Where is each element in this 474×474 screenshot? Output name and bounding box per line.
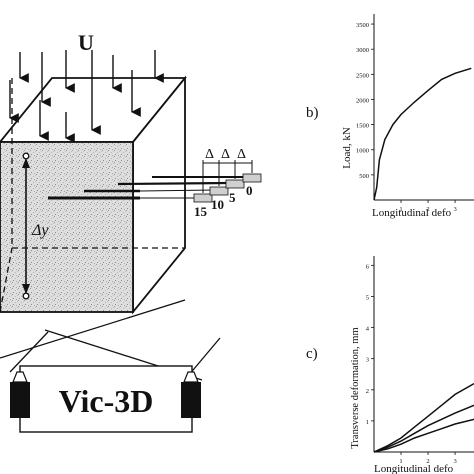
chart-transverse-vs-longitudinal: c) Transverse deformation, mm Longitudin… — [306, 256, 474, 474]
delta-label-3: Δ — [237, 147, 246, 162]
series-line-2 — [373, 404, 474, 453]
spacing-brackets — [202, 160, 253, 193]
chart-b-xlabel: Longitudinal defo — [372, 207, 452, 219]
marker-label-15: 15 — [194, 204, 208, 219]
y-tick-label: 1000 — [356, 148, 369, 155]
marker-label-0: 0 — [246, 183, 253, 198]
y-tick-label: 2500 — [356, 72, 369, 79]
left-camera — [10, 382, 30, 418]
y-tick-label: 1500 — [356, 123, 369, 130]
specimen-diagram: U Δy Δ Δ Δ 15 1 — [0, 30, 262, 433]
bottom-gauge-point — [22, 292, 30, 300]
right-camera — [181, 382, 201, 418]
marker-block-15 — [193, 193, 213, 203]
y-tick-label: 2 — [366, 388, 369, 395]
x-tick-label: 1 — [399, 206, 402, 213]
right-camera-lens — [183, 371, 199, 383]
panel-label-c: c) — [306, 346, 318, 362]
y-tick-label: 3000 — [356, 47, 369, 54]
y-tick-label: 4 — [366, 326, 370, 333]
x-tick-label: 2 — [426, 458, 429, 465]
load-label: U — [78, 30, 94, 55]
top-gauge-point — [22, 152, 30, 160]
y-tick-label: 5 — [366, 294, 369, 301]
marker-block-0 — [242, 173, 262, 183]
series-line-1 — [373, 67, 472, 201]
y-tick-label: 6 — [366, 263, 370, 270]
x-tick-label: 3 — [453, 206, 456, 213]
hidden-edge-diagonal — [0, 247, 13, 313]
chart-b-ylabel: Load, kN — [341, 127, 353, 169]
series-line-3 — [373, 418, 474, 453]
chart-c-ylabel: Transverse deformation, mm — [350, 327, 361, 448]
transverse-gauges — [48, 176, 248, 200]
y-tick-label: 2000 — [356, 97, 369, 104]
dy-label: Δy — [31, 222, 49, 239]
y-tick-label: 1 — [366, 419, 369, 426]
load-arrows — [9, 50, 164, 143]
chart-load-vs-longitudinal: b) Load, kN Longitudinal defo 500 1000 150… — [306, 14, 474, 219]
x-tick-label: 3 — [453, 458, 456, 465]
y-tick-label: 500 — [359, 173, 369, 180]
y-tick-label: 3500 — [356, 22, 369, 29]
left-camera-lens — [12, 371, 28, 383]
marker-block-10 — [209, 186, 229, 196]
marker-block-5 — [225, 179, 245, 189]
software-label: Vic-3D — [59, 383, 154, 419]
x-tick-label: 2 — [426, 206, 429, 213]
delta-label-2: Δ — [221, 147, 230, 162]
speckle-pattern-face — [0, 141, 134, 313]
x-tick-label: 1 — [399, 458, 402, 465]
series-line-1 — [373, 382, 474, 453]
chart-c-xlabel: Longitudinal defo — [374, 463, 454, 474]
panel-label-b: b) — [306, 105, 319, 121]
y-tick-label: 3 — [366, 357, 369, 364]
marker-label-5: 5 — [229, 190, 236, 205]
delta-label-1: Δ — [205, 147, 214, 162]
marker-label-10: 10 — [211, 197, 224, 212]
